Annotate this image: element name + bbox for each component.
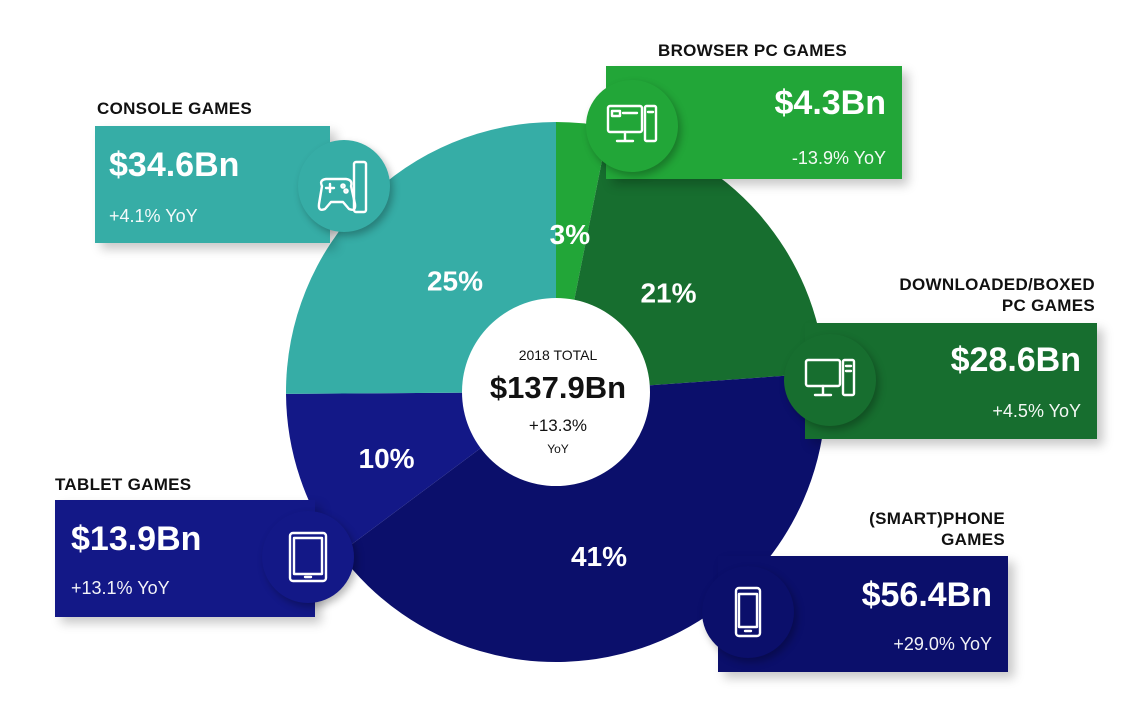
smartphone-games-yoy: +29.0% YoY — [893, 634, 992, 654]
total-growth: +13.3% — [528, 416, 588, 435]
pie-label-downloaded: 21% — [640, 277, 696, 308]
downloaded-pc-games-title: DOWNLOADED/BOXED PC GAMES — [899, 274, 1095, 316]
browser-pc-games-title: BROWSER PC GAMES — [658, 41, 847, 60]
total-growth-unit: YoY — [547, 442, 569, 456]
pie-center-hole — [462, 298, 650, 486]
browser-pc-games-amount: $4.3Bn — [774, 84, 887, 122]
pie-slices — [286, 122, 827, 663]
pie-label-tablet: 10% — [359, 443, 415, 474]
downloaded-pc-games-title-line2: PC GAMES — [1001, 296, 1095, 315]
console-games-amount: $34.6Bn — [109, 146, 240, 184]
pie-slice-console — [286, 122, 556, 394]
pie-label-browser: 3% — [550, 219, 591, 250]
downloaded-pc-games-title-line1: DOWNLOADED/BOXED — [899, 275, 1095, 294]
total-value: $137.9Bn — [489, 370, 627, 405]
smartphone-games-title: (SMART)PHONE GAMES — [869, 508, 1005, 550]
console-games-card: $34.6Bn +4.1% YoY — [95, 126, 330, 243]
browser-pc-games-yoy: -13.9% YoY — [791, 148, 886, 168]
pie-label-console: 25% — [427, 266, 483, 297]
smartphone-games-title-line1: (SMART)PHONE — [869, 509, 1005, 528]
console-games-icon — [298, 140, 390, 232]
pie-slice-downloaded — [556, 127, 826, 392]
pie-slice-phone — [339, 372, 827, 663]
tablet-games-icon — [262, 511, 354, 603]
smartphone-games-icon — [702, 566, 794, 658]
tablet-games-title: TABLET GAMES — [55, 475, 192, 494]
browser-pc-games-icon — [586, 80, 678, 172]
pie-label-phone: 41% — [571, 541, 627, 572]
tablet-games-yoy: +13.1% YoY — [71, 578, 170, 598]
tablet-games-amount: $13.9Bn — [71, 520, 202, 558]
downloaded-pc-games-amount: $28.6Bn — [950, 341, 1081, 379]
total-label: 2018 TOTAL — [518, 347, 598, 363]
smartphone-games-title-line2: GAMES — [941, 530, 1005, 549]
downloaded-pc-games-yoy: +4.5% YoY — [992, 401, 1081, 421]
console-games-yoy: +4.1% YoY — [109, 206, 198, 226]
downloaded-pc-games-icon — [784, 334, 876, 426]
console-games-title: CONSOLE GAMES — [97, 99, 253, 118]
smartphone-games-amount: $56.4Bn — [861, 576, 992, 614]
